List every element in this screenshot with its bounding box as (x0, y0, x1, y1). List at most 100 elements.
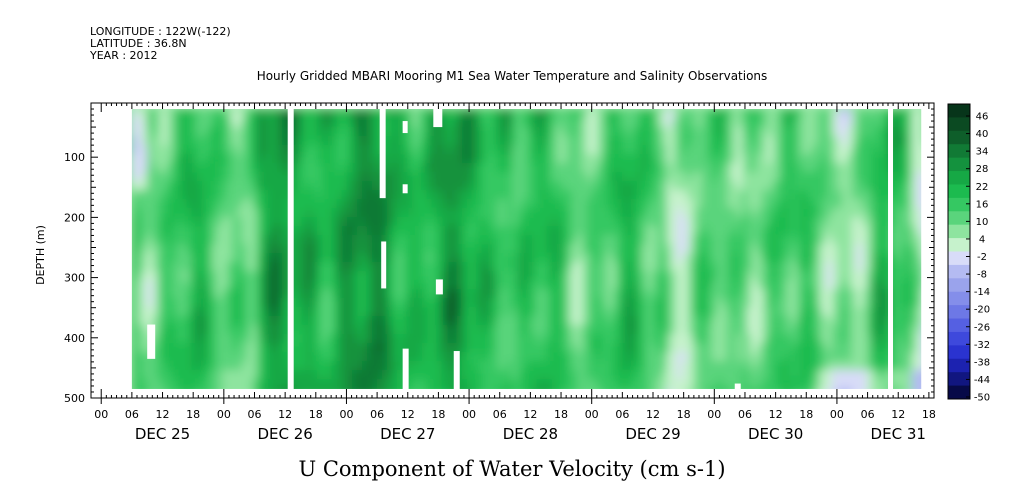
data-gap (287, 103, 294, 398)
colorbar-swatch (948, 197, 970, 212)
data-gap (91, 388, 934, 398)
data-gap (402, 121, 408, 134)
colorbar-swatch (948, 318, 970, 333)
data-gap (453, 351, 460, 398)
colorbar-label: -44 (974, 375, 990, 386)
x-tick-label: 06 (370, 408, 384, 421)
y-tick-label: 400 (64, 332, 85, 345)
longitude-label: LONGITUDE : 122W(-122) (90, 25, 231, 38)
x-tick-label: 00 (339, 408, 353, 421)
x-tick-label: 06 (615, 408, 629, 421)
x-tick-label: 06 (247, 408, 261, 421)
x-day-label: DEC 28 (503, 425, 558, 443)
data-gap (433, 109, 443, 128)
colorbar-label: -14 (974, 287, 990, 298)
colorbar-label: 34 (976, 147, 989, 158)
x-tick-label: 12 (156, 408, 170, 421)
colorbar-frame (947, 103, 971, 400)
x-day-label: DEC 27 (380, 425, 435, 443)
x-axis-label: U Component of Water Velocity (cm s-1) (298, 457, 725, 481)
x-tick-label: 12 (891, 408, 905, 421)
colorbar-swatch (948, 224, 970, 239)
data-gap (921, 103, 934, 398)
colorbar-label: -2 (977, 252, 987, 263)
colorbar-label: 4 (979, 234, 985, 245)
x-tick-label: 12 (646, 408, 660, 421)
x-tick-label: 06 (493, 408, 507, 421)
data-gaps (91, 103, 934, 398)
x-tick-label: 12 (278, 408, 292, 421)
x-tick-label: 18 (922, 408, 936, 421)
colorbar-swatch (948, 372, 970, 387)
x-tick-label: 06 (861, 408, 875, 421)
x-axis: 00 06 12 18 00 06 12 18 00 06 12 18 00 06 12 18 00 06 12 18… (94, 103, 936, 443)
colorbar-swatch (948, 251, 970, 266)
x-tick-label: 18 (554, 408, 568, 421)
y-tick-label: 200 (64, 211, 85, 224)
x-tick-label: 12 (523, 408, 537, 421)
colorbar-swatch (948, 184, 970, 199)
y-tick-label: 500 (64, 392, 85, 405)
colorbar-swatch (948, 238, 970, 252)
heatmap-cells (91, 103, 934, 398)
colorbar-label: 28 (976, 164, 989, 175)
colorbar: 46 40 34 28 22 16 10 4 -2 -8 -14 -20 -26 -32 -38 -44 -50 (947, 103, 990, 404)
x-tick-label: 00 (462, 408, 476, 421)
x-tick-label: 00 (830, 408, 844, 421)
colorbar-swatch (948, 117, 970, 132)
y-tick-label: 300 (64, 272, 85, 285)
colorbar-label: 10 (976, 217, 989, 228)
colorbar-swatch (948, 104, 970, 118)
colorbar-label: -38 (974, 357, 990, 368)
colorbar-label: -32 (974, 340, 990, 351)
colorbar-swatch (948, 130, 970, 145)
data-gap (734, 383, 741, 396)
data-gap (147, 324, 156, 359)
x-tick-label: 00 (585, 408, 599, 421)
x-tick-label: 00 (94, 408, 108, 421)
x-day-label: DEC 30 (748, 425, 803, 443)
data-gap (402, 348, 409, 398)
y-axis-label: DEPTH (m) (34, 225, 47, 285)
data-gap (91, 103, 934, 110)
colorbar-label: -8 (977, 270, 987, 281)
x-tick-label: 18 (677, 408, 691, 421)
x-tick-label: 00 (707, 408, 721, 421)
x-day-label: DEC 25 (135, 425, 190, 443)
x-tick-label: 06 (738, 408, 752, 421)
colorbar-swatch (948, 345, 970, 360)
x-tick-label: 18 (309, 408, 323, 421)
colorbar-label: -26 (974, 322, 990, 333)
colorbar-label: 16 (976, 199, 989, 210)
x-day-label: DEC 31 (871, 425, 926, 443)
x-day-label: DEC 26 (257, 425, 312, 443)
y-axis: 100 200 300 400 500 (64, 108, 934, 405)
colorbar-label: 40 (976, 129, 989, 140)
x-day-label: DEC 29 (625, 425, 680, 443)
colorbar-swatch (948, 278, 970, 293)
data-gap (402, 184, 408, 194)
colorbar-swatch (948, 385, 970, 400)
x-tick-label: 18 (799, 408, 813, 421)
data-gap (435, 279, 443, 295)
x-tick-label: 00 (217, 408, 231, 421)
x-tick-label: 06 (125, 408, 139, 421)
data-gap (888, 103, 894, 398)
heatmap-field (91, 103, 934, 398)
colorbar-swatch (948, 144, 970, 159)
x-tick-label: 12 (769, 408, 783, 421)
colorbar-label: -20 (974, 305, 990, 316)
latitude-label: LATITUDE : 36.8N (90, 37, 187, 50)
x-tick-label: 18 (431, 408, 445, 421)
colorbar-swatch (948, 171, 970, 185)
colorbar-swatch (948, 211, 970, 226)
colorbar-swatch (948, 157, 970, 172)
colorbar-label: 46 (976, 112, 989, 123)
colorbar-swatch (948, 331, 970, 346)
data-gap (379, 103, 386, 199)
colorbar-label: -50 (974, 393, 990, 404)
x-tick-label: 18 (186, 408, 200, 421)
colorbar-swatch (948, 291, 970, 306)
data-gap (381, 241, 387, 289)
